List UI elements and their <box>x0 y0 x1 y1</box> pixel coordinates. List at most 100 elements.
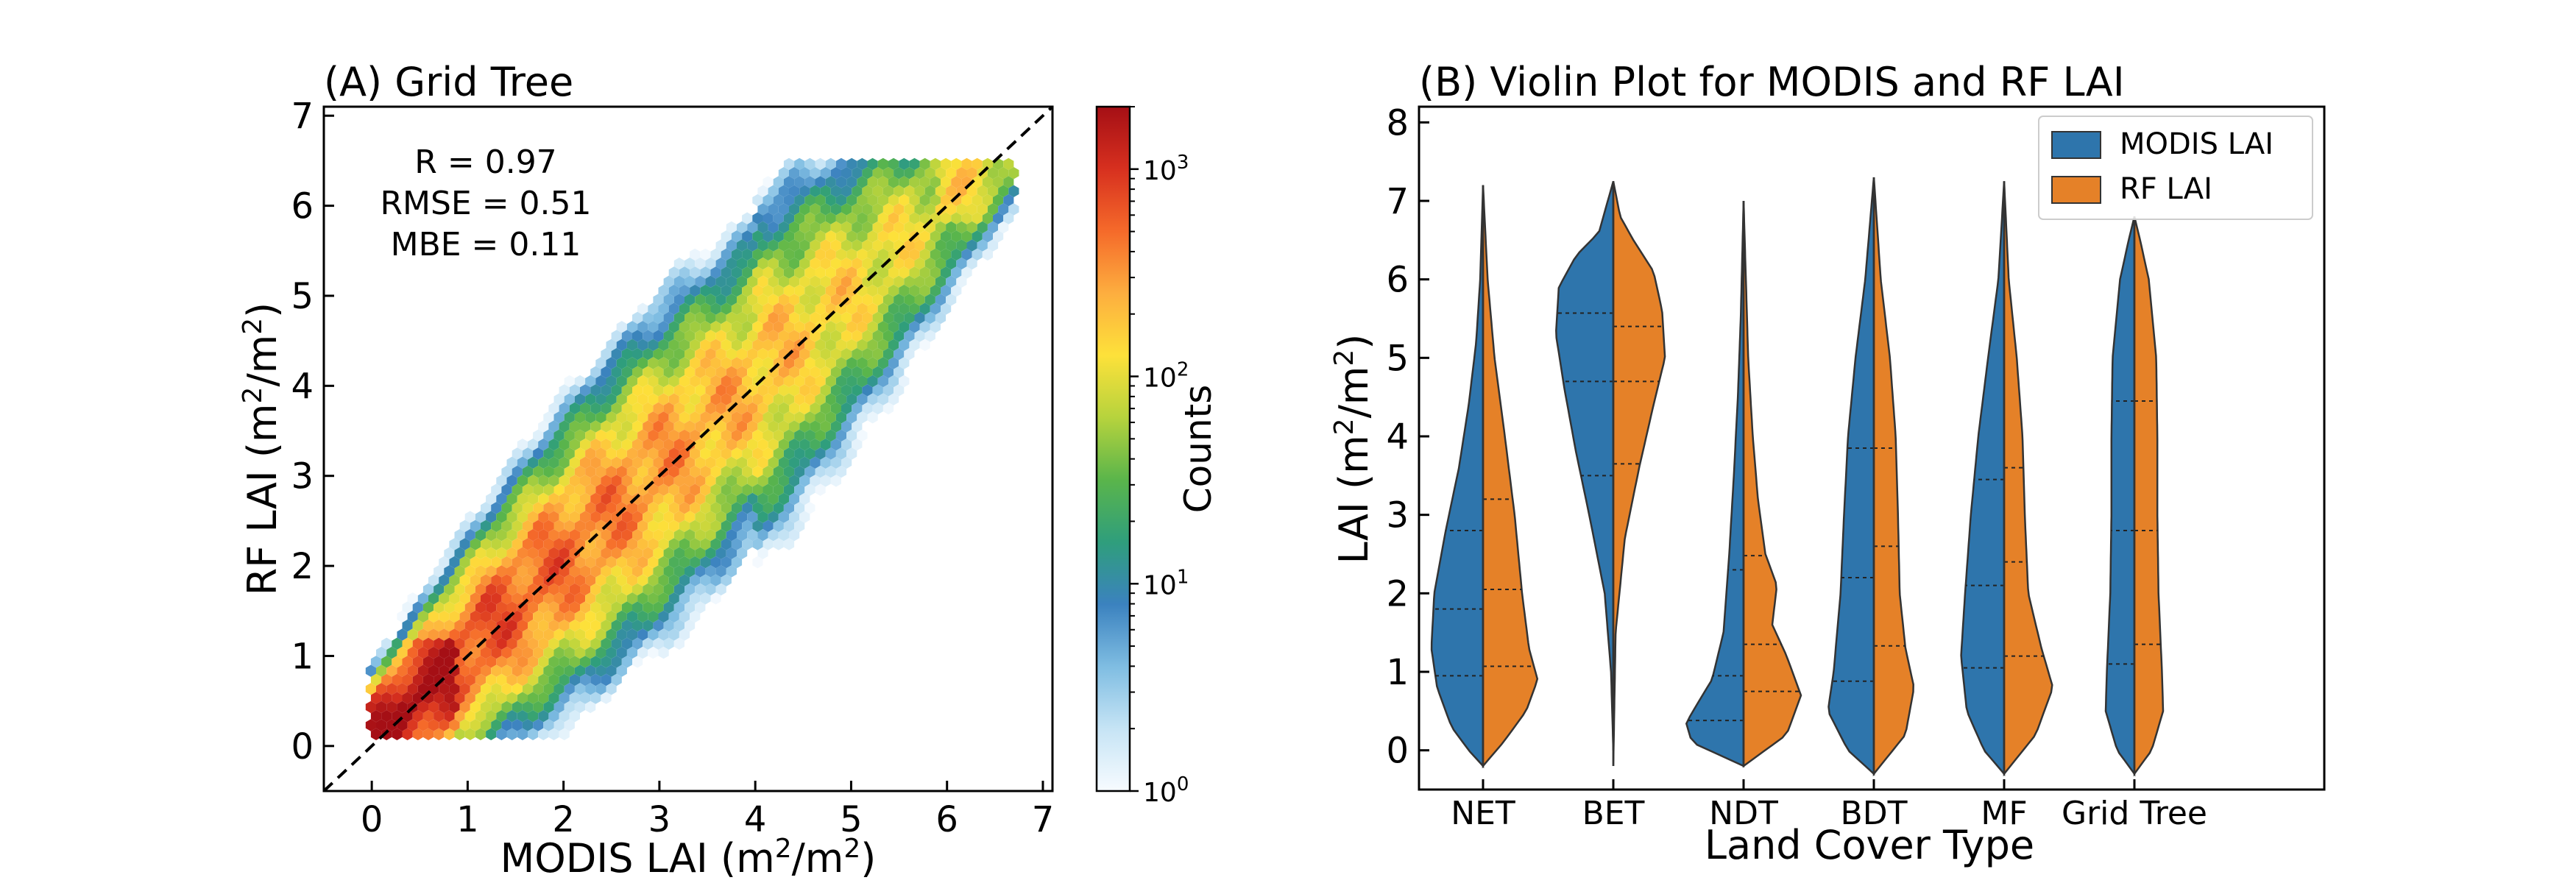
hexbin-cell <box>501 610 512 623</box>
hexbin-cell <box>381 710 392 723</box>
hexbin-cell <box>428 646 439 659</box>
hexbin-cell <box>695 529 706 542</box>
hexbin-cell <box>543 556 554 569</box>
hexbin-cell <box>569 656 580 668</box>
hexbin-cell <box>935 258 946 270</box>
hexbin-cell <box>632 620 643 632</box>
hexbin-cell <box>506 492 517 506</box>
hexbin-cell <box>574 411 586 424</box>
hexbin-cell <box>574 447 586 460</box>
hexbin-cell <box>673 601 684 614</box>
hexbin-cell <box>454 710 465 723</box>
hexbin-cell <box>548 656 559 668</box>
hexbin-cell <box>653 348 664 361</box>
hexbin-cell <box>705 366 716 378</box>
hexbin-cell <box>491 556 502 569</box>
hexbin-cell <box>825 194 836 207</box>
hexbin-cell <box>486 620 497 632</box>
hexbin-cell <box>601 692 612 704</box>
hexbin-cell <box>595 683 606 695</box>
hexbin-cell <box>941 230 952 243</box>
hexbin-cell <box>783 212 795 224</box>
hexbin-cell <box>386 664 397 677</box>
hexbin-cell <box>783 429 795 442</box>
hexbin-cell <box>825 212 836 224</box>
hexbin-cell <box>705 492 716 506</box>
hexbin-cell <box>799 420 810 433</box>
stat-rmse: RMSE = 0.51 <box>380 185 591 222</box>
hexbin-cell <box>705 439 716 451</box>
hexbin-cell <box>877 321 888 333</box>
hexbin-cell <box>506 673 517 687</box>
hexbin-cell <box>726 456 737 469</box>
hexbin-cell <box>684 258 696 270</box>
hexbin-cell <box>564 465 575 478</box>
hexbin-cell <box>778 221 789 234</box>
colorbar-tick-label: 101 <box>1143 566 1189 600</box>
hexbin-cell <box>434 710 445 723</box>
hexbin-cell <box>653 456 664 469</box>
hexbin-cell <box>559 492 570 506</box>
hexbin-cell <box>882 330 894 342</box>
hexbin-cell <box>543 538 554 550</box>
hexbin-cell <box>512 502 523 514</box>
hexbin-cell <box>794 194 805 207</box>
panel-b-xlabel: Land Cover Type <box>1705 822 2034 868</box>
hexbin-cell <box>543 683 554 695</box>
hexbin-cell <box>841 221 852 234</box>
hexbin-cell <box>538 710 549 723</box>
hexbin-cell <box>768 275 779 288</box>
hexbin-cell <box>773 176 784 188</box>
hexbin-cell <box>695 456 706 469</box>
hexbin-cell <box>930 176 941 188</box>
hexbin-cell <box>909 266 920 279</box>
y-tick-label: 4 <box>1386 416 1409 458</box>
hexbin-cell <box>695 492 706 506</box>
hexbin-cell <box>799 511 810 523</box>
hexbin-cell <box>449 683 460 695</box>
hexbin-cell <box>982 212 993 224</box>
hexbin-cell <box>601 620 612 632</box>
hexbin-cell <box>888 338 899 352</box>
hexbin-cell <box>815 176 826 188</box>
hexbin-cell <box>392 656 403 668</box>
hexbin-cell <box>799 402 810 415</box>
hexbin-cell <box>825 284 836 297</box>
hexbin-cell <box>747 239 758 252</box>
hexbin-cell <box>799 384 810 397</box>
hexbin-cell <box>695 275 706 288</box>
hexbin-cell <box>762 212 774 224</box>
hexbin-cell <box>799 258 810 270</box>
hexbin-cell <box>846 266 857 279</box>
hexbin-cell <box>789 258 800 270</box>
hexbin-cell <box>580 402 591 415</box>
hexbin-cell <box>941 284 952 297</box>
hexbin-cell <box>867 357 878 369</box>
hexbin-cell <box>830 239 841 252</box>
hexbin-cell <box>559 673 570 687</box>
hexbin-cell <box>663 492 674 506</box>
hexbin-cell <box>663 311 674 325</box>
hexbin-cell <box>574 519 586 533</box>
hexbin-cell <box>794 176 805 188</box>
y-tick-label: 5 <box>291 276 314 317</box>
hexbin-cell <box>852 366 863 378</box>
hexbin-cell <box>825 321 836 333</box>
x-tick-label: 3 <box>648 799 671 840</box>
hexbin-cell <box>376 719 387 731</box>
hexbin-cell <box>564 411 575 424</box>
hexbin-cell <box>742 248 753 261</box>
hexbin-cell <box>496 511 507 523</box>
hexbin-cell <box>715 239 726 252</box>
hexbin-cell <box>590 456 601 469</box>
hexbin-cell <box>852 330 863 342</box>
hexbin-cell <box>924 311 935 325</box>
y-tick-label: 1 <box>1386 652 1409 693</box>
hexbin-cell <box>585 411 596 424</box>
hexbin-cell <box>428 664 439 677</box>
hexbin-cell <box>846 248 857 261</box>
hexbin-cell <box>882 167 894 180</box>
hexbin-cell <box>804 212 815 224</box>
hexbin-cell <box>626 357 638 369</box>
hexbin-cell <box>653 330 664 342</box>
